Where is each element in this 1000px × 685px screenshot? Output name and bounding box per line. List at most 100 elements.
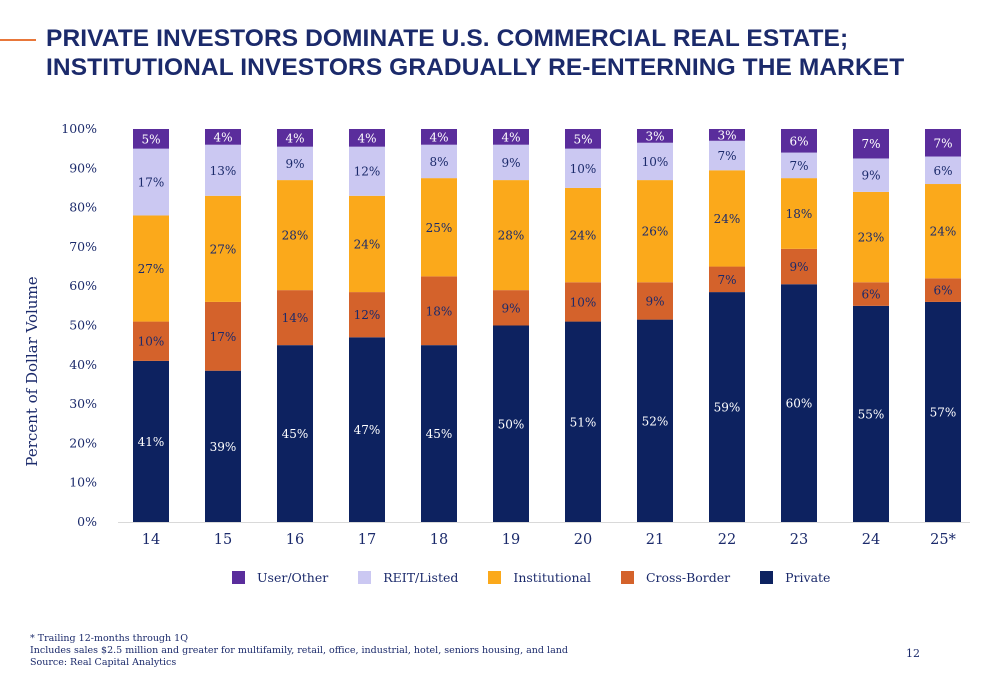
data-label-reit-listed: 7%	[789, 159, 808, 173]
bar-private	[853, 305, 889, 522]
data-label-cross-border: 7%	[717, 273, 736, 287]
data-label-user-other: 3%	[717, 128, 736, 142]
bar-reit-listed	[565, 148, 601, 188]
data-label-user-other: 4%	[429, 130, 448, 144]
data-label-institutional: 27%	[210, 242, 237, 256]
x-tick-label: 21	[646, 532, 664, 548]
data-label-private: 59%	[714, 401, 741, 415]
legend-swatch	[620, 570, 634, 584]
y-tick-label: 50%	[69, 318, 97, 333]
bar-cross-border	[421, 276, 457, 346]
bar-cross-border	[493, 290, 529, 326]
bar-institutional	[565, 187, 601, 283]
stacked-bar-chart: Percent of Dollar Volume 0% 10% 20% 30% 40% 50…	[23, 121, 970, 548]
footnote-trailing: * Trailing 12-months through 1Q	[30, 633, 188, 644]
x-tick-label: 24	[862, 532, 880, 548]
x-tick-label: 17	[358, 532, 376, 548]
data-label-reit-listed: 13%	[210, 164, 237, 178]
bar-cross-border	[853, 282, 889, 306]
bar-reit-listed	[637, 142, 673, 181]
x-tick-label: 22	[718, 532, 736, 548]
data-label-user-other: 4%	[357, 131, 376, 145]
legend-swatch	[232, 570, 245, 584]
data-label-institutional: 25%	[426, 221, 453, 235]
data-label-user-other: 4%	[213, 130, 232, 144]
data-label-cross-border: 10%	[138, 335, 165, 349]
bar-institutional	[277, 180, 313, 291]
bar-user-other	[565, 129, 601, 149]
bar-institutional	[637, 180, 673, 283]
data-label-cross-border: 9%	[789, 260, 808, 274]
data-label-institutional: 26%	[642, 225, 669, 239]
data-label-cross-border: 9%	[501, 301, 520, 315]
legend-item-private: Private	[760, 570, 830, 585]
legend-swatch	[358, 570, 372, 584]
y-tick-label: 100%	[61, 121, 97, 136]
bar-reit-listed	[709, 140, 745, 171]
footnote-includes: Includes sales $2.5 million and greater …	[30, 645, 568, 656]
y-tick-label: 90%	[69, 160, 97, 175]
data-label-institutional: 24%	[930, 225, 957, 239]
bar-cross-border	[349, 292, 385, 338]
bar-user-other	[853, 129, 889, 159]
bar-private	[133, 360, 169, 522]
data-label-reit-listed: 6%	[933, 164, 952, 178]
data-label-cross-border: 10%	[570, 295, 597, 309]
bar-cross-border	[637, 282, 673, 320]
y-tick-label: 0%	[77, 514, 97, 529]
legend-label: Private	[785, 569, 831, 585]
footnotes: * Trailing 12-months through 1Q Includes…	[30, 633, 568, 669]
data-label-cross-border: 6%	[933, 284, 952, 298]
x-tick-label: 14	[142, 532, 160, 548]
bar-private	[925, 301, 961, 522]
bar-institutional	[709, 170, 745, 267]
data-label-private: 47%	[354, 423, 381, 437]
data-label-institutional: 28%	[282, 229, 309, 243]
data-label-user-other: 3%	[645, 129, 664, 143]
data-label-user-other: 5%	[573, 132, 592, 146]
bar-reit-listed	[349, 146, 385, 196]
bar-private	[493, 325, 529, 522]
legend-item-cross-border: Cross-Border	[620, 570, 730, 585]
x-tick-label: 19	[502, 532, 520, 548]
data-label-user-other: 6%	[789, 134, 808, 148]
bar-reit-listed	[421, 144, 457, 179]
data-label-private: 57%	[930, 405, 957, 419]
data-label-institutional: 18%	[786, 207, 813, 221]
title-accent-line	[0, 39, 36, 41]
data-label-cross-border: 12%	[354, 308, 381, 322]
bar-institutional	[349, 195, 385, 293]
legend-item-reit-listed: REIT/Listed	[358, 570, 458, 585]
bar-reit-listed	[493, 144, 529, 181]
data-label-reit-listed: 17%	[138, 176, 165, 190]
y-tick-label: 40%	[69, 357, 97, 372]
data-label-reit-listed: 8%	[429, 155, 448, 169]
legend-label: Institutional	[513, 569, 591, 585]
data-label-private: 52%	[642, 414, 669, 428]
data-label-private: 45%	[426, 427, 453, 441]
title-line-1: PRIVATE INVESTORS DOMINATE U.S. COMMERCI…	[46, 25, 849, 52]
data-label-user-other: 4%	[285, 131, 304, 145]
data-label-reit-listed: 9%	[861, 169, 880, 183]
bar-user-other	[349, 129, 385, 147]
y-tick-label: 30%	[69, 396, 97, 411]
legend-swatch	[488, 570, 502, 584]
data-label-cross-border: 6%	[861, 288, 880, 302]
legend-item-institutional: Institutional	[488, 570, 591, 585]
bar-institutional	[853, 191, 889, 283]
legend-item-user-other: User/Other	[232, 570, 328, 585]
bar-private	[349, 337, 385, 522]
data-label-private: 60%	[786, 397, 813, 411]
data-label-institutional: 28%	[498, 229, 525, 243]
data-label-private: 55%	[858, 407, 885, 421]
data-label-institutional: 24%	[570, 229, 597, 243]
bar-reit-listed	[925, 156, 961, 185]
bar-private	[205, 370, 241, 522]
bar-institutional	[925, 184, 961, 279]
bar-user-other	[493, 129, 529, 145]
bar-private	[421, 345, 457, 522]
y-axis-title: Percent of Dollar Volume	[23, 276, 41, 466]
x-tick-label: 20	[574, 532, 592, 548]
data-label-reit-listed: 12%	[354, 165, 381, 179]
y-tick-label: 60%	[69, 278, 97, 293]
